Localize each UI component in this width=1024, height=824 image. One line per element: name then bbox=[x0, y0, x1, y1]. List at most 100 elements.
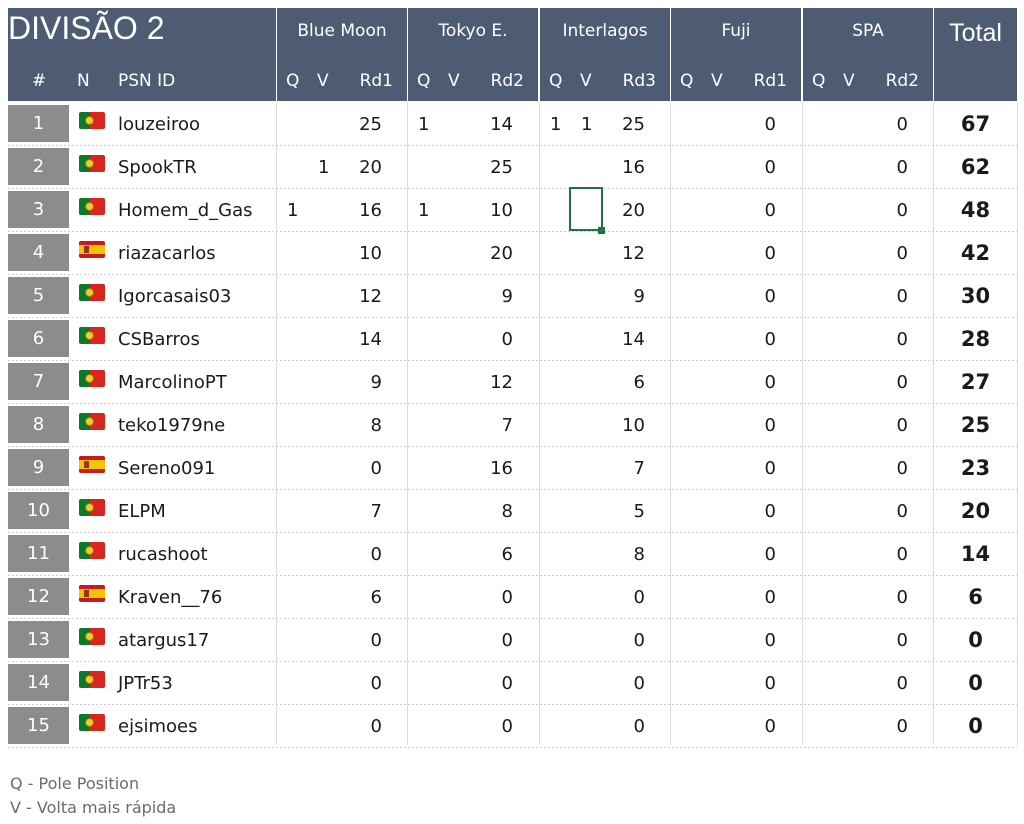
round-points-cell[interactable]: 10 bbox=[359, 243, 382, 264]
round-points-cell[interactable]: 0 bbox=[896, 587, 908, 608]
round-points-cell[interactable]: 0 bbox=[633, 630, 645, 651]
total-points-cell[interactable]: 42 bbox=[960, 241, 991, 265]
round-points-cell[interactable]: 0 bbox=[896, 630, 908, 651]
round-points-cell[interactable]: 16 bbox=[359, 200, 382, 221]
round-points-cell[interactable]: 9 bbox=[370, 372, 382, 393]
round-points-cell[interactable]: 0 bbox=[764, 286, 776, 307]
round-points-cell[interactable]: 0 bbox=[896, 243, 908, 264]
round-points-cell[interactable]: 6 bbox=[501, 544, 513, 565]
round-points-cell[interactable]: 0 bbox=[764, 157, 776, 178]
round-points-cell[interactable]: 25 bbox=[490, 157, 513, 178]
round-points-cell[interactable]: 0 bbox=[633, 587, 645, 608]
round-points-cell[interactable]: 16 bbox=[490, 458, 513, 479]
round-points-cell[interactable]: 0 bbox=[764, 458, 776, 479]
total-points-cell[interactable]: 48 bbox=[960, 198, 991, 222]
round-points-cell[interactable]: 12 bbox=[359, 286, 382, 307]
pole-cell[interactable]: 1 bbox=[287, 200, 299, 221]
round-points-cell[interactable]: 0 bbox=[764, 243, 776, 264]
round-points-cell[interactable]: 12 bbox=[490, 372, 513, 393]
round-points-cell[interactable]: 6 bbox=[370, 587, 382, 608]
round-points-cell[interactable]: 10 bbox=[490, 200, 513, 221]
round-points-cell[interactable]: 0 bbox=[896, 200, 908, 221]
round-points-cell[interactable]: 7 bbox=[501, 415, 513, 436]
round-points-cell[interactable]: 20 bbox=[359, 157, 382, 178]
round-points-cell[interactable]: 16 bbox=[622, 157, 645, 178]
round-points-cell[interactable]: 9 bbox=[633, 286, 645, 307]
total-points-cell[interactable]: 23 bbox=[960, 456, 991, 480]
total-points-cell[interactable]: 28 bbox=[960, 327, 991, 351]
round-points-cell[interactable]: 14 bbox=[359, 329, 382, 350]
round-points-cell[interactable]: 0 bbox=[370, 716, 382, 737]
round-points-cell[interactable]: 0 bbox=[896, 372, 908, 393]
round-points-cell[interactable]: 14 bbox=[622, 329, 645, 350]
round-points-cell[interactable]: 0 bbox=[633, 673, 645, 694]
round-points-cell[interactable]: 0 bbox=[764, 630, 776, 651]
round-points-cell[interactable]: 0 bbox=[370, 544, 382, 565]
total-points-cell[interactable]: 0 bbox=[968, 671, 983, 695]
round-points-cell[interactable]: 0 bbox=[764, 114, 776, 135]
round-points-cell[interactable]: 0 bbox=[896, 716, 908, 737]
round-points-cell[interactable]: 0 bbox=[370, 458, 382, 479]
psn-id: JPTr53 bbox=[118, 673, 173, 694]
round-points-cell[interactable]: 0 bbox=[633, 716, 645, 737]
round-points-cell[interactable]: 0 bbox=[896, 286, 908, 307]
round-points-cell[interactable]: 0 bbox=[896, 458, 908, 479]
round-points-cell[interactable]: 0 bbox=[896, 329, 908, 350]
round-points-cell[interactable]: 0 bbox=[764, 200, 776, 221]
round-points-cell[interactable]: 0 bbox=[764, 544, 776, 565]
fastest-lap-cell[interactable]: 1 bbox=[581, 114, 593, 135]
cell-selection-box[interactable] bbox=[569, 187, 603, 231]
round-points-cell[interactable]: 8 bbox=[501, 501, 513, 522]
round-points-cell[interactable]: 0 bbox=[896, 501, 908, 522]
round-points-cell[interactable]: 14 bbox=[490, 114, 513, 135]
round-points-cell[interactable]: 0 bbox=[370, 673, 382, 694]
pole-cell[interactable]: 1 bbox=[418, 114, 430, 135]
round-points-cell[interactable]: 12 bbox=[622, 243, 645, 264]
total-points-cell[interactable]: 67 bbox=[960, 112, 991, 136]
round-points-cell[interactable]: 0 bbox=[896, 673, 908, 694]
round-points-cell[interactable]: 9 bbox=[501, 286, 513, 307]
round-points-cell[interactable]: 5 bbox=[633, 501, 645, 522]
round-points-cell[interactable]: 0 bbox=[764, 716, 776, 737]
round-points-cell[interactable]: 6 bbox=[633, 372, 645, 393]
fill-handle[interactable] bbox=[598, 227, 605, 234]
round-points-cell[interactable]: 7 bbox=[633, 458, 645, 479]
total-points-cell[interactable]: 30 bbox=[960, 284, 991, 308]
round-points-cell[interactable]: 0 bbox=[896, 415, 908, 436]
round-points-cell[interactable]: 0 bbox=[764, 415, 776, 436]
round-points-cell[interactable]: 10 bbox=[622, 415, 645, 436]
round-points-cell[interactable]: 0 bbox=[764, 501, 776, 522]
round-points-cell[interactable]: 20 bbox=[622, 200, 645, 221]
fastest-lap-cell[interactable]: 1 bbox=[318, 157, 330, 178]
round-points-cell[interactable]: 0 bbox=[501, 716, 513, 737]
pole-cell[interactable]: 1 bbox=[550, 114, 562, 135]
total-points-cell[interactable]: 6 bbox=[968, 585, 983, 609]
round-points-cell[interactable]: 0 bbox=[764, 673, 776, 694]
round-points-cell[interactable]: 8 bbox=[633, 544, 645, 565]
total-points-cell[interactable]: 27 bbox=[960, 370, 991, 394]
round-points-cell[interactable]: 0 bbox=[501, 329, 513, 350]
round-points-cell[interactable]: 0 bbox=[896, 157, 908, 178]
round-points-cell[interactable]: 0 bbox=[501, 587, 513, 608]
round-points-cell[interactable]: 0 bbox=[764, 329, 776, 350]
round-points-cell[interactable]: 0 bbox=[501, 673, 513, 694]
position-cell: 1 bbox=[8, 105, 69, 142]
total-points-cell[interactable]: 25 bbox=[960, 413, 991, 437]
round-points-cell[interactable]: 0 bbox=[501, 630, 513, 651]
round-points-cell[interactable]: 8 bbox=[370, 415, 382, 436]
round-points-cell[interactable]: 0 bbox=[896, 544, 908, 565]
round-points-cell[interactable]: 20 bbox=[490, 243, 513, 264]
round-points-cell[interactable]: 0 bbox=[370, 630, 382, 651]
round-points-cell[interactable]: 0 bbox=[764, 372, 776, 393]
total-points-cell[interactable]: 20 bbox=[960, 499, 991, 523]
round-points-cell[interactable]: 7 bbox=[370, 501, 382, 522]
total-points-cell[interactable]: 62 bbox=[960, 155, 991, 179]
round-points-cell[interactable]: 0 bbox=[896, 114, 908, 135]
round-points-cell[interactable]: 25 bbox=[622, 114, 645, 135]
round-points-cell[interactable]: 0 bbox=[764, 587, 776, 608]
total-points-cell[interactable]: 0 bbox=[968, 714, 983, 738]
total-points-cell[interactable]: 14 bbox=[960, 542, 991, 566]
total-points-cell[interactable]: 0 bbox=[968, 628, 983, 652]
pole-cell[interactable]: 1 bbox=[418, 200, 430, 221]
round-points-cell[interactable]: 25 bbox=[359, 114, 382, 135]
